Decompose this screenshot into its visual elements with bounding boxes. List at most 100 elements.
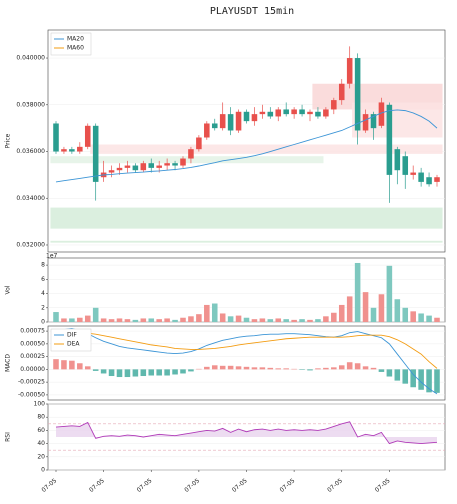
x-tick-label: 07-05 [231, 477, 249, 494]
volume-bar [100, 318, 107, 322]
volume-bar [92, 307, 99, 322]
candle-body [251, 114, 258, 122]
candle-body [362, 114, 369, 131]
chart-title: PLAYUSDT 15min [210, 6, 294, 17]
y-tick-label: 0.00050 [20, 340, 45, 347]
ma-line [55, 109, 438, 183]
y-tick-label: 0 [41, 319, 45, 326]
macd-bar [77, 363, 83, 370]
macd-bar [204, 366, 210, 370]
panel-frame [47, 29, 446, 253]
macd-bar [140, 369, 147, 377]
y-tick-label: 0.038000 [16, 101, 45, 108]
candle-body [235, 111, 242, 131]
macd-bar [69, 360, 75, 370]
panel-frame [47, 257, 446, 323]
volume-bar [196, 314, 202, 322]
macd-bar [378, 369, 385, 372]
candle-body [370, 114, 377, 129]
volume-bar [69, 318, 75, 322]
candle-body [124, 165, 131, 168]
candle-body [61, 149, 67, 152]
volume-bar [338, 304, 345, 322]
zone [50, 240, 443, 243]
volume-bar [219, 313, 226, 322]
macd-bar [291, 368, 297, 370]
macd-bar [338, 365, 345, 370]
macd-bar [100, 369, 107, 374]
volume-bar [418, 313, 424, 322]
candle-body [77, 146, 83, 152]
y-tick-label: 8 [41, 262, 45, 269]
volume-bar [370, 307, 377, 322]
candle-body [283, 109, 289, 115]
candle-body [156, 165, 162, 168]
candle-body [92, 125, 99, 182]
macd-bar [402, 369, 409, 384]
macd-bar [251, 367, 258, 370]
volume-bar [211, 303, 218, 322]
macd-bar [124, 369, 131, 378]
candle-body [410, 172, 416, 175]
y-tick-label: 100 [34, 401, 46, 408]
zone [50, 156, 324, 164]
candle-body [402, 156, 409, 175]
macd-bar [156, 369, 162, 376]
macd-bar [61, 360, 67, 370]
volume-bar [227, 316, 234, 322]
y-axis-label: Vol [5, 285, 12, 294]
volume-bar [259, 318, 266, 322]
x-tick-label: 07-05 [374, 477, 392, 494]
candle-body [164, 163, 170, 166]
candle-body [108, 170, 115, 173]
macd-bar [84, 366, 91, 370]
volume-bar [291, 319, 297, 322]
candle-body [323, 109, 329, 117]
candle-body [338, 83, 345, 101]
volume-bar [362, 292, 369, 322]
candle-body [426, 177, 432, 185]
candle-body [84, 125, 91, 147]
macd-bar [92, 369, 99, 371]
y-tick-label: -0.00050 [18, 391, 45, 398]
volume-bar [188, 316, 194, 322]
macd-bar [418, 369, 424, 390]
volume-bar [124, 319, 131, 322]
x-tick-label: 07-05 [136, 477, 154, 494]
macd-bar [323, 367, 329, 370]
macd-line [55, 332, 438, 369]
macd-bar [116, 369, 123, 378]
volume-bar [410, 311, 416, 322]
macd-bar [346, 362, 353, 370]
candle-body [434, 177, 440, 182]
candle-body [378, 102, 385, 126]
candle-body [53, 123, 59, 152]
volume-bar [140, 318, 147, 322]
volume-bar [251, 319, 258, 322]
candle-body [315, 111, 321, 117]
volume-bar [434, 317, 440, 322]
candle-body [180, 158, 186, 166]
macd-bar [243, 366, 250, 370]
legend-label: MA20 [67, 36, 84, 43]
y-tick-label: 2 [41, 304, 45, 311]
rsi-line [55, 421, 438, 445]
macd-bar [362, 366, 369, 370]
candle-body [211, 123, 218, 129]
y-axis-label: RSI [5, 432, 12, 442]
volume-bar [402, 307, 409, 322]
candle-body [140, 163, 147, 171]
candle-body [354, 58, 361, 131]
macd-bar [188, 369, 194, 372]
volume-bar [386, 265, 393, 322]
candle-body [219, 114, 226, 129]
x-tick-label: 07-05 [88, 477, 106, 494]
macd-bar [211, 365, 218, 370]
macd-bar [108, 369, 115, 377]
macd-bar [164, 369, 170, 376]
candle-body [418, 172, 424, 182]
legend-label: DIF [67, 332, 77, 339]
volume-bar [235, 315, 242, 322]
y-tick-label: 0.00000 [20, 366, 45, 373]
